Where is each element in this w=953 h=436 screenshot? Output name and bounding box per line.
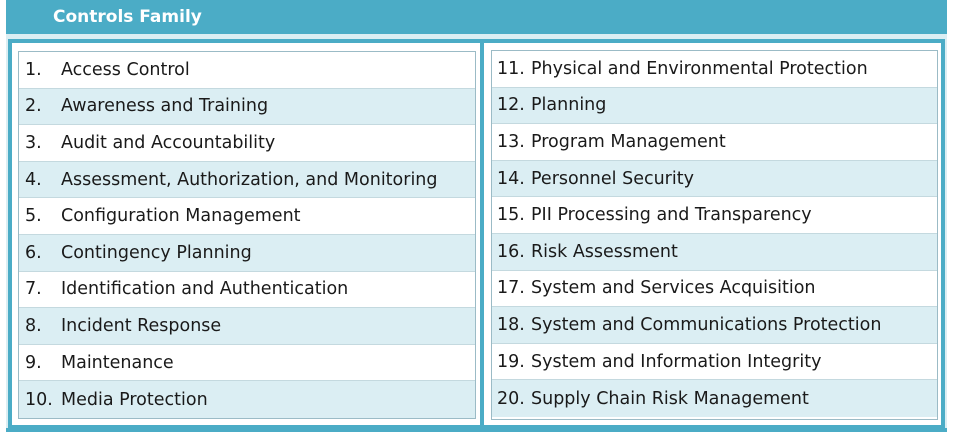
item-number: 12.: [497, 95, 525, 116]
item-number: 14.: [497, 168, 525, 189]
list-item: 14. Personnel Security: [492, 160, 937, 198]
item-label: Media Protection: [61, 389, 208, 410]
item-number: 10.: [25, 389, 53, 410]
item-number: 5.: [25, 206, 42, 227]
item-label: Program Management: [531, 131, 726, 152]
item-number: 17.: [497, 278, 525, 299]
list-item: 12. Planning: [492, 87, 937, 125]
item-label: System and Information Integrity: [531, 351, 822, 372]
list-item: 2. Awareness and Training: [19, 88, 475, 126]
item-number: 8.: [25, 315, 42, 336]
list-item: 19. System and Information Integrity: [492, 344, 937, 381]
item-label: Incident Response: [61, 315, 222, 336]
item-number: 9.: [25, 352, 42, 373]
item-label: Assessment, Authorization, and Monitorin…: [61, 169, 438, 190]
right-family-list: 11. Physical and Environmental Protection…: [491, 50, 938, 420]
item-number: 3.: [25, 132, 42, 153]
right-column-panel: 11. Physical and Environmental Protection…: [480, 39, 945, 429]
list-item: 6. Contingency Planning: [19, 234, 475, 272]
list-item: 4. Assessment, Authorization, and Monitor…: [19, 161, 475, 199]
item-label: System and Communications Protection: [531, 314, 882, 335]
list-item: 17. System and Services Acquisition: [492, 271, 937, 308]
list-item: 10. Media Protection: [19, 381, 475, 418]
item-number: 1.: [25, 59, 42, 80]
left-column-panel: 1. Access Control 2. Awareness and Trainin…: [8, 39, 484, 429]
item-number: 19.: [497, 351, 525, 372]
item-number: 16.: [497, 241, 525, 262]
page-title: Controls Family: [6, 0, 947, 34]
item-label: Supply Chain Risk Management: [531, 388, 809, 409]
list-item: 7. Identification and Authentication: [19, 272, 475, 309]
item-label: Maintenance: [61, 352, 174, 373]
list-item: 20. Supply Chain Risk Management: [492, 380, 937, 417]
list-item: 11. Physical and Environmental Protection: [492, 51, 937, 88]
item-number: 4.: [25, 169, 42, 190]
item-label: Planning: [531, 95, 607, 116]
item-label: Identification and Authentication: [61, 279, 349, 300]
item-label: PII Processing and Transparency: [531, 205, 812, 226]
item-number: 15.: [497, 205, 525, 226]
list-item: 8. Incident Response: [19, 308, 475, 345]
list-item: 15. PII Processing and Transparency: [492, 197, 937, 234]
list-item: 13. Program Management: [492, 124, 937, 161]
item-label: Contingency Planning: [61, 242, 252, 263]
list-item: 3. Audit and Accountability: [19, 125, 475, 162]
list-item: 1. Access Control: [19, 52, 475, 89]
item-label: Access Control: [61, 59, 190, 80]
item-label: Configuration Management: [61, 206, 301, 227]
list-item: 16. Risk Assessment: [492, 233, 937, 271]
item-number: 13.: [497, 131, 525, 152]
item-number: 7.: [25, 279, 42, 300]
item-label: Personnel Security: [531, 168, 694, 189]
item-label: System and Services Acquisition: [531, 278, 816, 299]
item-label: Risk Assessment: [531, 241, 678, 262]
item-label: Audit and Accountability: [61, 132, 276, 153]
item-number: 2.: [25, 96, 42, 117]
item-number: 6.: [25, 242, 42, 263]
list-item: 5. Configuration Management: [19, 198, 475, 235]
item-number: 20.: [497, 388, 525, 409]
item-number: 11.: [497, 58, 525, 79]
item-label: Physical and Environmental Protection: [531, 58, 868, 79]
list-item: 18. System and Communications Protection: [492, 307, 937, 344]
item-label: Awareness and Training: [61, 96, 269, 117]
item-number: 18.: [497, 314, 525, 335]
list-item: 9. Maintenance: [19, 345, 475, 382]
left-family-list: 1. Access Control 2. Awareness and Trainin…: [18, 51, 476, 419]
